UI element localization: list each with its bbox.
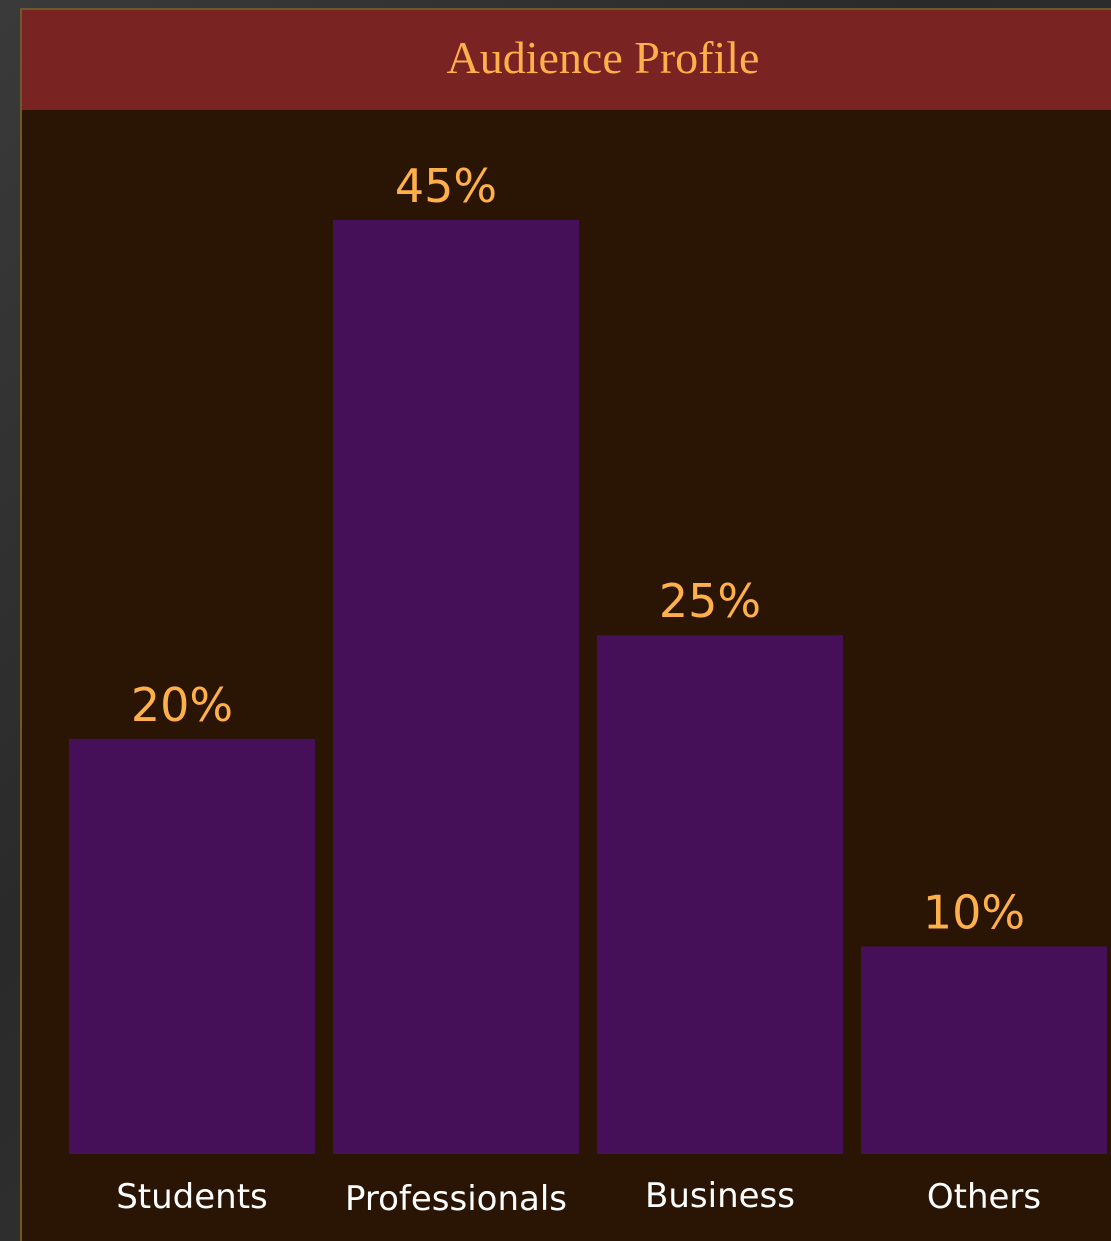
value-label-students: 20% xyxy=(131,678,233,732)
bar-professionals xyxy=(333,220,579,1154)
value-label-others: 10% xyxy=(923,885,1025,939)
category-label-business: Business xyxy=(645,1176,795,1216)
category-label-others: Others xyxy=(927,1177,1041,1217)
chart-panel: Audience Profile 20% Students 45% Professio… xyxy=(20,8,1111,1241)
value-label-professionals: 45% xyxy=(395,159,497,213)
category-label-students: Students xyxy=(116,1177,268,1217)
category-label-professionals: Professionals xyxy=(345,1179,567,1219)
bar-others xyxy=(861,946,1107,1154)
bar-business xyxy=(597,635,843,1154)
bar-chart: 20% Students 45% Professionals 25% Business 10… xyxy=(69,159,1107,1219)
title-bar: Audience Profile xyxy=(22,10,1111,110)
bar-students xyxy=(69,738,315,1154)
value-label-business: 25% xyxy=(659,574,761,628)
chart-title: Audience Profile xyxy=(446,31,760,83)
